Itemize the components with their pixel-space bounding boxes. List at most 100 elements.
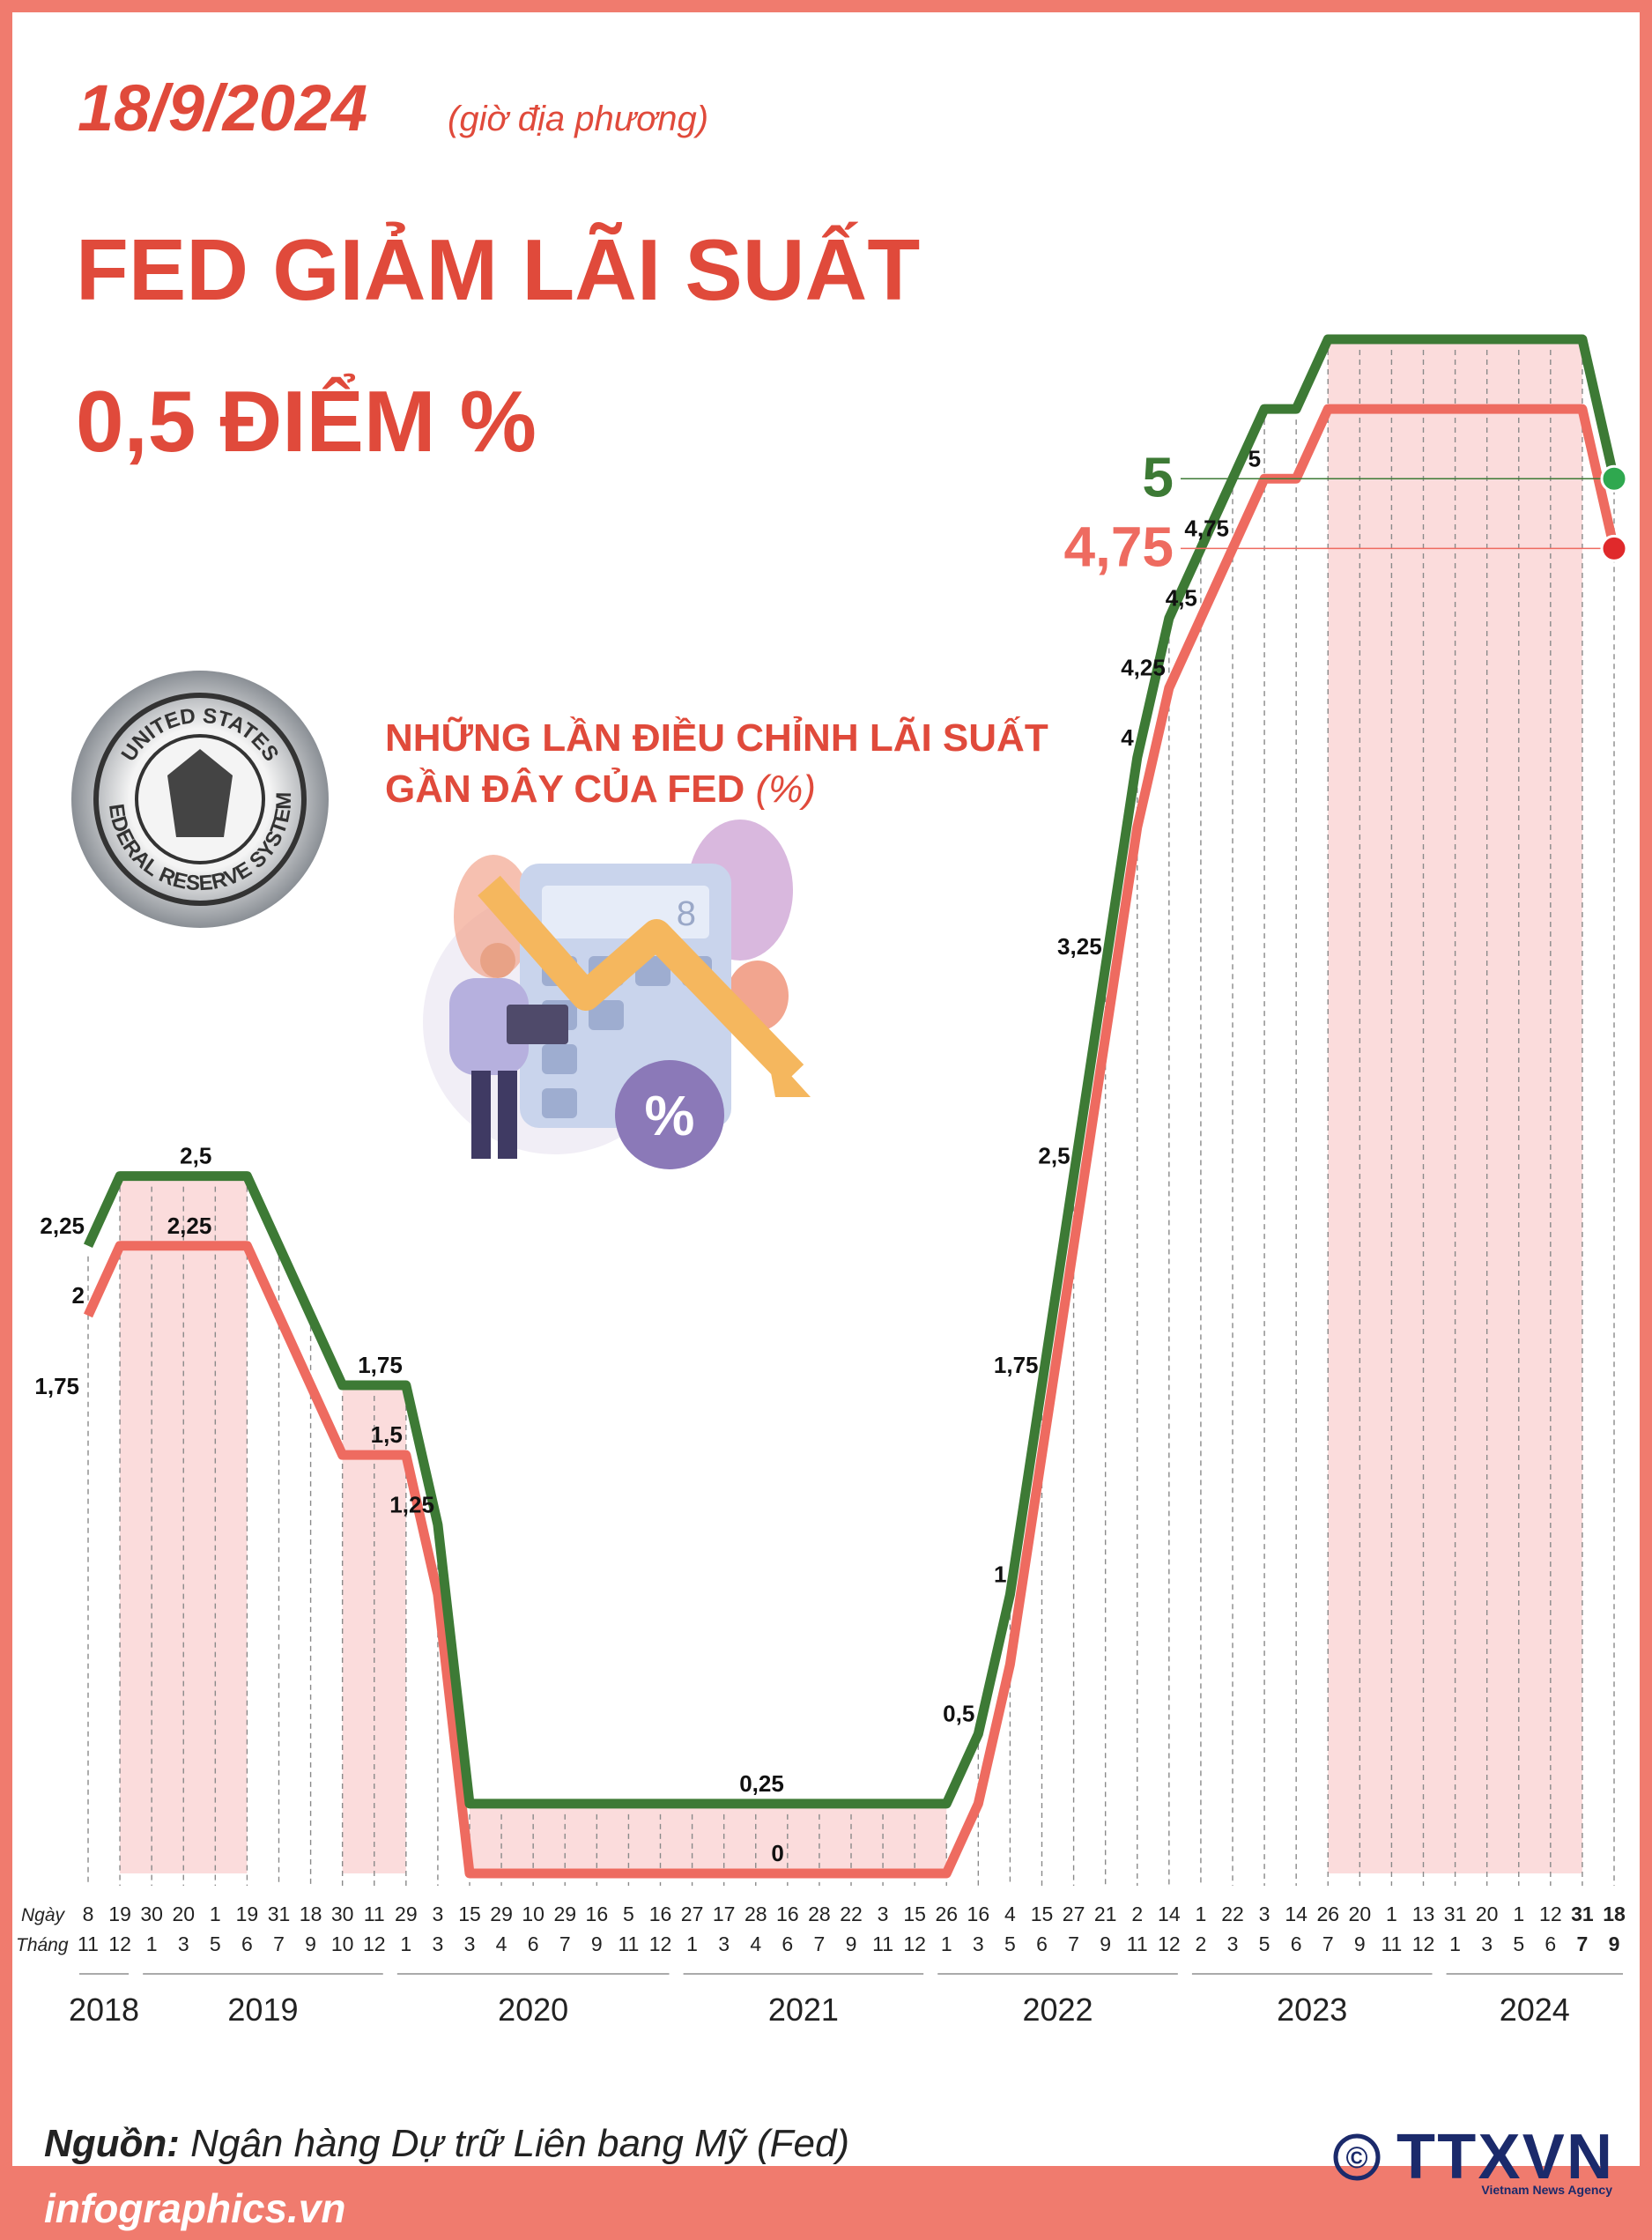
x-tick-month: 11: [872, 1932, 893, 1955]
value-label: 1: [994, 1561, 1006, 1587]
date: 18/9/2024: [78, 71, 367, 145]
x-tick-month: 3: [973, 1932, 984, 1955]
x-tick-month: 6: [528, 1932, 539, 1955]
x-tick-month: 3: [1481, 1932, 1493, 1955]
end-point: [1600, 464, 1628, 493]
x-tick-month: 6: [782, 1932, 793, 1955]
footer-bar: [0, 2166, 1652, 2240]
x-tick-day: 31: [1571, 1903, 1594, 1925]
x-tick-day: 29: [490, 1903, 513, 1925]
x-tick-month: 12: [903, 1932, 926, 1955]
site: infographics.vn: [44, 2185, 345, 2231]
x-tick-month: 7: [1322, 1932, 1334, 1955]
x-tick-month: 5: [1004, 1932, 1016, 1955]
x-tick-day: 31: [268, 1903, 291, 1925]
x-tick-day: 19: [236, 1903, 259, 1925]
flat-band: [120, 1176, 248, 1873]
x-tick-day: 20: [1476, 1903, 1499, 1925]
value-label: 2,5: [180, 1143, 211, 1169]
end-label: 4,75: [1063, 515, 1174, 578]
x-tick-day: 13: [1412, 1903, 1435, 1925]
value-label: 0: [771, 1840, 783, 1866]
year-label: 2021: [768, 1992, 839, 2028]
chart-unit: (%): [755, 768, 815, 811]
x-tick-day: 16: [586, 1903, 609, 1925]
x-tick-day: 3: [433, 1903, 444, 1925]
year-label: 2018: [69, 1992, 139, 2028]
x-tick-month: 5: [1513, 1932, 1524, 1955]
seal-eagle: [167, 749, 233, 837]
title: 0,5 ĐIỂM %: [76, 373, 537, 470]
x-tick-day: 28: [808, 1903, 831, 1925]
x-tick-month: 11: [1381, 1932, 1402, 1955]
x-tick-day: 21: [1094, 1903, 1117, 1925]
x-tick-month: 7: [814, 1932, 826, 1955]
axis-row-label: Ngày: [21, 1905, 66, 1925]
x-tick-day: 18: [300, 1903, 322, 1925]
x-tick-month: 3: [433, 1932, 444, 1955]
x-tick-month: 6: [241, 1932, 253, 1955]
end-label: 5: [1142, 445, 1174, 508]
seal-ring: [135, 734, 265, 864]
x-tick-day: 1: [1196, 1903, 1207, 1925]
source-text: Ngân hàng Dự trữ Liên bang Mỹ (Fed): [190, 2122, 849, 2165]
x-tick-day: 1: [210, 1903, 221, 1925]
value-label: 2,5: [1038, 1143, 1070, 1169]
x-tick-month: 12: [1158, 1932, 1181, 1955]
trend-arrow: [478, 875, 804, 1086]
x-tick-month: 12: [649, 1932, 672, 1955]
x-tick-month: 9: [846, 1932, 857, 1955]
copyright: ©: [1345, 2141, 1367, 2175]
x-tick-day: 3: [1259, 1903, 1270, 1925]
chart-title-line: GẦN ĐÂY CỦA FED: [385, 766, 745, 811]
x-tick-day: 14: [1285, 1903, 1308, 1925]
x-tick-day: 16: [649, 1903, 672, 1925]
value-label: 4: [1121, 724, 1134, 751]
x-tick-day: 14: [1158, 1903, 1181, 1925]
x-tick-day: 16: [967, 1903, 990, 1925]
x-tick-day: 8: [83, 1903, 94, 1925]
person-leg: [471, 1071, 491, 1159]
value-label: 5: [1248, 445, 1261, 471]
title: FED GIẢM LÃI SUẤT: [76, 221, 920, 318]
flat-band: [470, 1803, 947, 1873]
x-tick-month: 12: [108, 1932, 131, 1955]
x-tick-day: 20: [1349, 1903, 1372, 1925]
year-label: 2024: [1500, 1992, 1570, 2028]
chart-title: NHỮNG LẦN ĐIỀU CHỈNH LÃI SUẤT: [385, 716, 1048, 760]
x-tick-month: 1: [146, 1932, 158, 1955]
ill-blob: [454, 855, 533, 978]
value-label: 2,25: [40, 1213, 85, 1239]
x-tick-day: 1: [1386, 1903, 1397, 1925]
x-tick-day: 20: [172, 1903, 195, 1925]
year-label: 2023: [1277, 1992, 1347, 2028]
value-label: 1,75: [994, 1352, 1039, 1378]
x-tick-day: 30: [140, 1903, 163, 1925]
end-point: [1600, 534, 1628, 562]
seal-ring: [93, 693, 307, 906]
value-label: 0,25: [739, 1770, 784, 1797]
chart-title: GẦN ĐÂY CỦA FED (%): [385, 766, 816, 811]
annotation: 1,75: [34, 1373, 79, 1399]
value-label: 0,5: [943, 1701, 974, 1727]
x-tick-day: 29: [553, 1903, 576, 1925]
x-tick-day: 15: [903, 1903, 926, 1925]
x-tick-day: 27: [681, 1903, 704, 1925]
value-label: 4,75: [1184, 515, 1229, 541]
x-tick-day: 4: [1004, 1903, 1016, 1925]
x-tick-month: 9: [591, 1932, 603, 1955]
x-tick-month: 3: [464, 1932, 476, 1955]
x-tick-month: 6: [1036, 1932, 1048, 1955]
source: Nguồn: Ngân hàng Dự trữ Liên bang Mỹ (Fe…: [44, 2122, 849, 2165]
x-tick-month: 5: [210, 1932, 221, 1955]
value-label: 2: [72, 1282, 85, 1309]
percent-icon: %: [645, 1084, 695, 1147]
x-tick-day: 3: [878, 1903, 889, 1925]
x-tick-day: 17: [713, 1903, 736, 1925]
x-tick-month: 1: [941, 1932, 952, 1955]
x-tick-month: 9: [1100, 1932, 1111, 1955]
x-tick-month: 5: [1259, 1932, 1270, 1955]
x-tick-month: 9: [305, 1932, 316, 1955]
illustration: 8 %: [423, 820, 811, 1169]
